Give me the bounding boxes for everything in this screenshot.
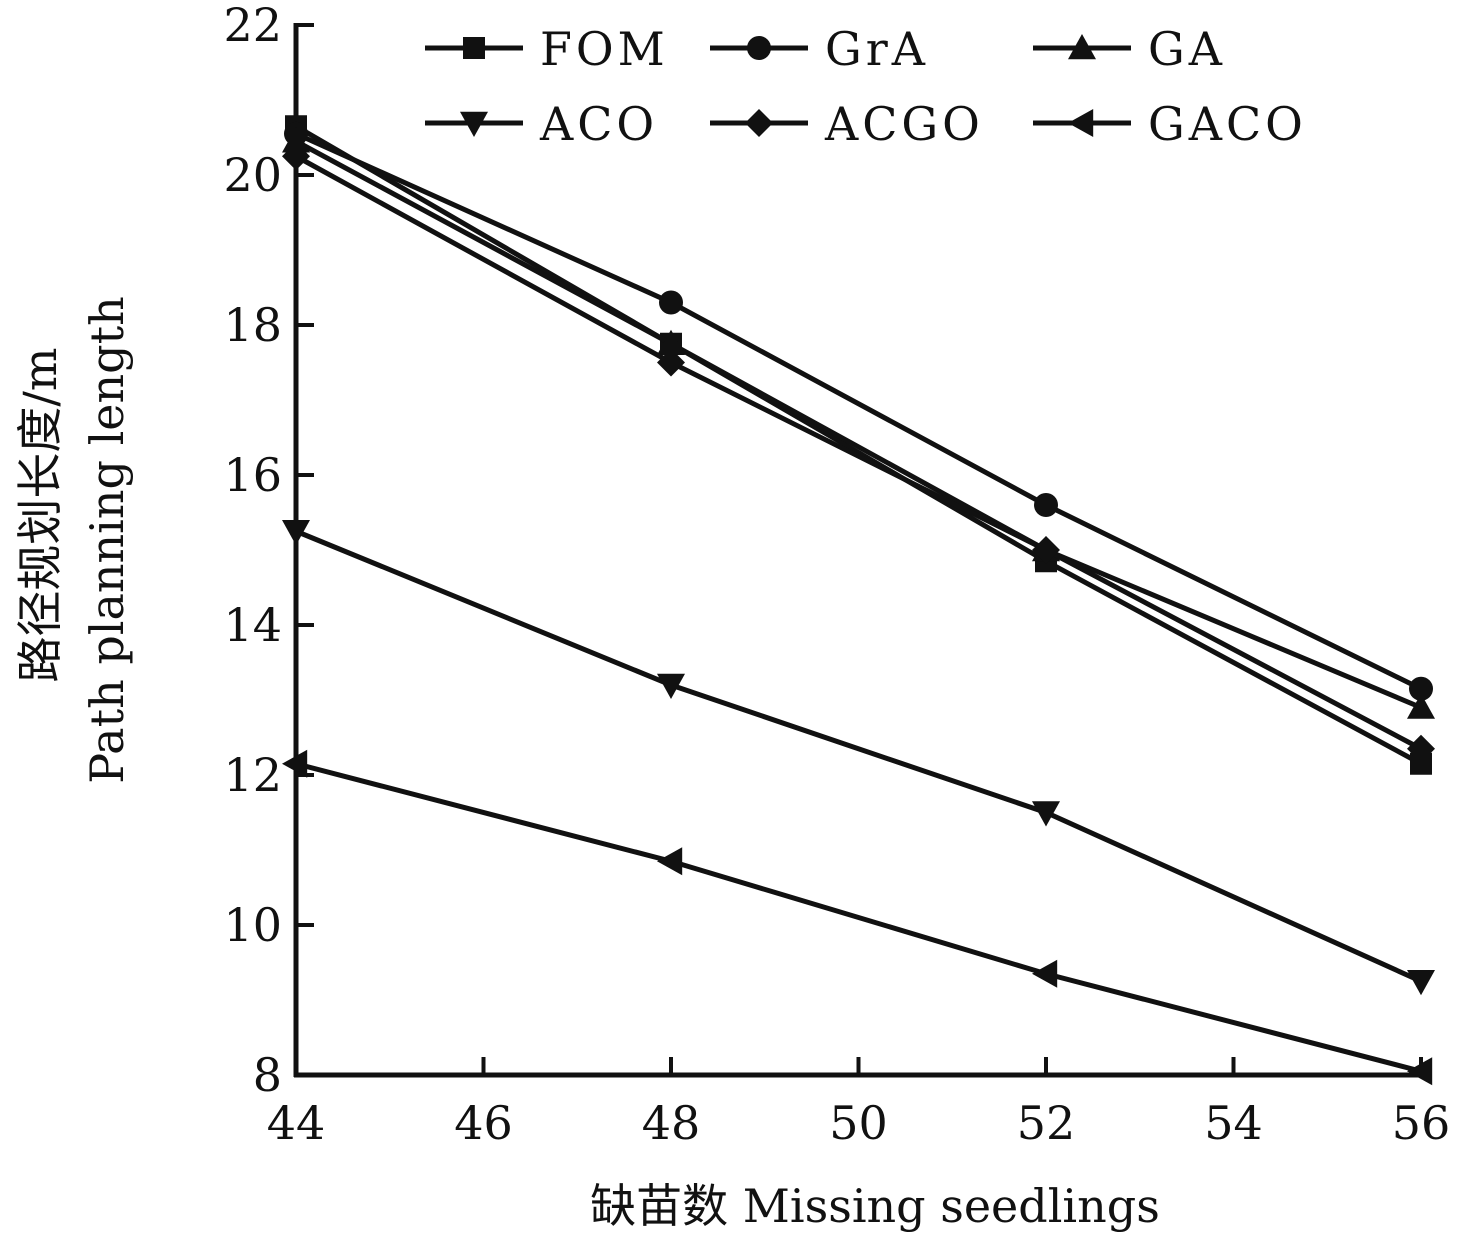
series-line-gra	[294, 131, 1423, 691]
point-acgo-52	[1032, 536, 1060, 564]
point-ga-56	[1407, 693, 1435, 719]
x-tick-label-52: 52	[1017, 1096, 1076, 1150]
point-fom-56	[1410, 752, 1432, 775]
legend-marker-aco	[460, 111, 488, 137]
x-tick-label-56: 56	[1392, 1096, 1451, 1150]
y-tick-label-12: 12	[223, 748, 282, 802]
point-gra-48	[659, 290, 683, 315]
y-tick-label-18: 18	[223, 298, 282, 352]
point-ga-44	[282, 127, 310, 153]
point-aco-56	[1407, 970, 1435, 996]
y-axis-label-en: Path planning length	[80, 296, 134, 783]
x-tick-label-46: 46	[454, 1096, 513, 1150]
series-line-gaco	[295, 761, 1422, 1074]
ticks: 44 46 48 50 52 54 56 8 10 12 14 16 18 20 22	[223, 0, 1450, 1150]
point-gaco-44	[282, 749, 308, 778]
series-group	[282, 115, 1435, 1086]
legend: FOM GrA GA ACO ACGO GACO	[425, 22, 1307, 151]
legend-label-fom: FOM	[540, 22, 669, 76]
point-acgo-48	[657, 348, 685, 377]
point-gaco-52	[1032, 959, 1058, 988]
point-gaco-56	[1407, 1057, 1433, 1086]
series-gra	[284, 121, 1433, 701]
y-tick-label-14: 14	[223, 598, 282, 652]
legend-marker-fom	[463, 37, 485, 59]
point-aco-52	[1032, 801, 1060, 827]
x-axis-label: 缺苗数 Missing seedlings	[590, 1179, 1160, 1233]
legend-marker-ga	[1068, 34, 1096, 60]
x-tick-label-50: 50	[829, 1096, 888, 1150]
point-aco-48	[657, 673, 685, 699]
series-acgo	[282, 142, 1435, 763]
legend-label-ga: GA	[1148, 22, 1226, 76]
point-ga-48	[657, 329, 685, 355]
point-acgo-44	[282, 142, 310, 171]
y-tick-label-20: 20	[223, 148, 282, 202]
y-tick-label-22: 22	[223, 0, 282, 52]
legend-item-gaco: GACO	[1033, 97, 1307, 151]
point-gaco-48	[657, 847, 683, 876]
legend-item-gra: GrA	[710, 22, 929, 76]
point-gra-52	[1034, 493, 1058, 517]
series-line-aco	[295, 528, 1423, 984]
series-line-fom	[294, 124, 1423, 766]
point-acgo-56	[1407, 734, 1435, 763]
legend-label-gaco: GACO	[1148, 97, 1307, 151]
series-line-acgo	[294, 154, 1423, 751]
series-line-ga	[294, 139, 1422, 710]
series-aco	[282, 520, 1435, 996]
y-tick-label-16: 16	[223, 448, 282, 502]
legend-label-aco: ACO	[539, 97, 658, 151]
legend-label-gra: GrA	[825, 22, 929, 76]
legend-item-acgo: ACGO	[710, 97, 984, 151]
y-tick-label-10: 10	[223, 898, 282, 952]
x-tick-label-48: 48	[642, 1096, 701, 1150]
point-aco-44	[282, 520, 310, 546]
y-tick-label-8: 8	[253, 1048, 282, 1102]
legend-item-ga: GA	[1033, 22, 1226, 76]
legend-marker-gra	[747, 36, 771, 60]
legend-marker-acgo	[745, 109, 773, 137]
legend-marker-gaco	[1068, 109, 1094, 137]
x-tick-label-54: 54	[1204, 1096, 1263, 1150]
series-gaco	[282, 749, 1433, 1086]
point-gra-56	[1409, 676, 1433, 701]
y-axis-label-cn: 路径规划长度/m	[13, 347, 67, 682]
legend-label-acgo: ACGO	[824, 97, 984, 151]
legend-item-aco: ACO	[425, 97, 658, 151]
legend-item-fom: FOM	[425, 22, 669, 76]
x-tick-label-44: 44	[267, 1096, 326, 1150]
